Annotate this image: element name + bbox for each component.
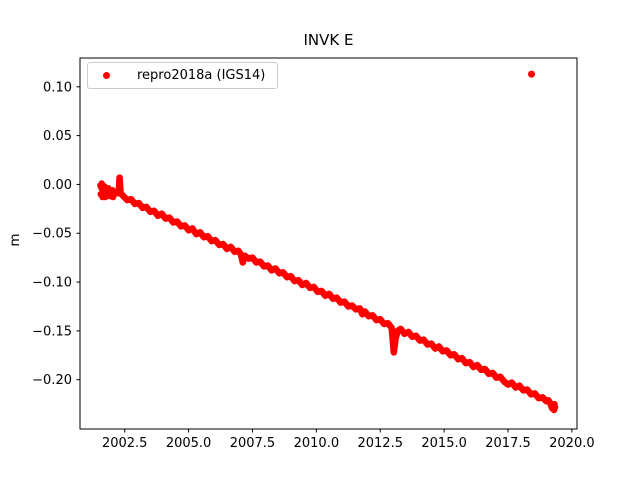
data-point (390, 342, 397, 349)
chart-title: INVK E (303, 31, 354, 49)
axes-spines (79, 57, 578, 430)
data-point (116, 181, 124, 188)
x-tick-label: 2015.0 (421, 436, 467, 451)
x-tick-label: 2020.0 (549, 436, 595, 451)
x-tick-label: 2007.5 (230, 436, 276, 451)
legend: repro2018a (IGS14) (87, 62, 278, 89)
y-tick-label: −0.20 (32, 373, 72, 388)
y-tick-label: 0.05 (43, 129, 72, 144)
y-tick-label: 0.00 (43, 178, 72, 193)
y-tick-label: −0.05 (32, 227, 72, 242)
data-point (98, 180, 105, 187)
x-tick-label: 2002.5 (102, 436, 148, 451)
y-tick-label: 0.10 (43, 80, 72, 95)
data-point (109, 193, 117, 201)
data-point (390, 336, 398, 343)
data-point (239, 256, 246, 263)
legend-marker-icon (103, 72, 110, 79)
legend-label: repro2018a (IGS14) (137, 68, 266, 83)
data-point (551, 400, 558, 408)
x-tick-label: 2010.0 (294, 436, 340, 451)
x-tick-label: 2017.5 (485, 436, 531, 451)
y-tick-label: −0.15 (32, 324, 72, 339)
y-tick-label: −0.10 (32, 276, 72, 291)
x-tick-label: 2012.5 (357, 436, 403, 451)
data-series-band (97, 174, 559, 414)
y-axis-label: m (7, 233, 23, 247)
outlier-point (528, 70, 535, 78)
x-tick-label: 2005.0 (166, 436, 212, 451)
